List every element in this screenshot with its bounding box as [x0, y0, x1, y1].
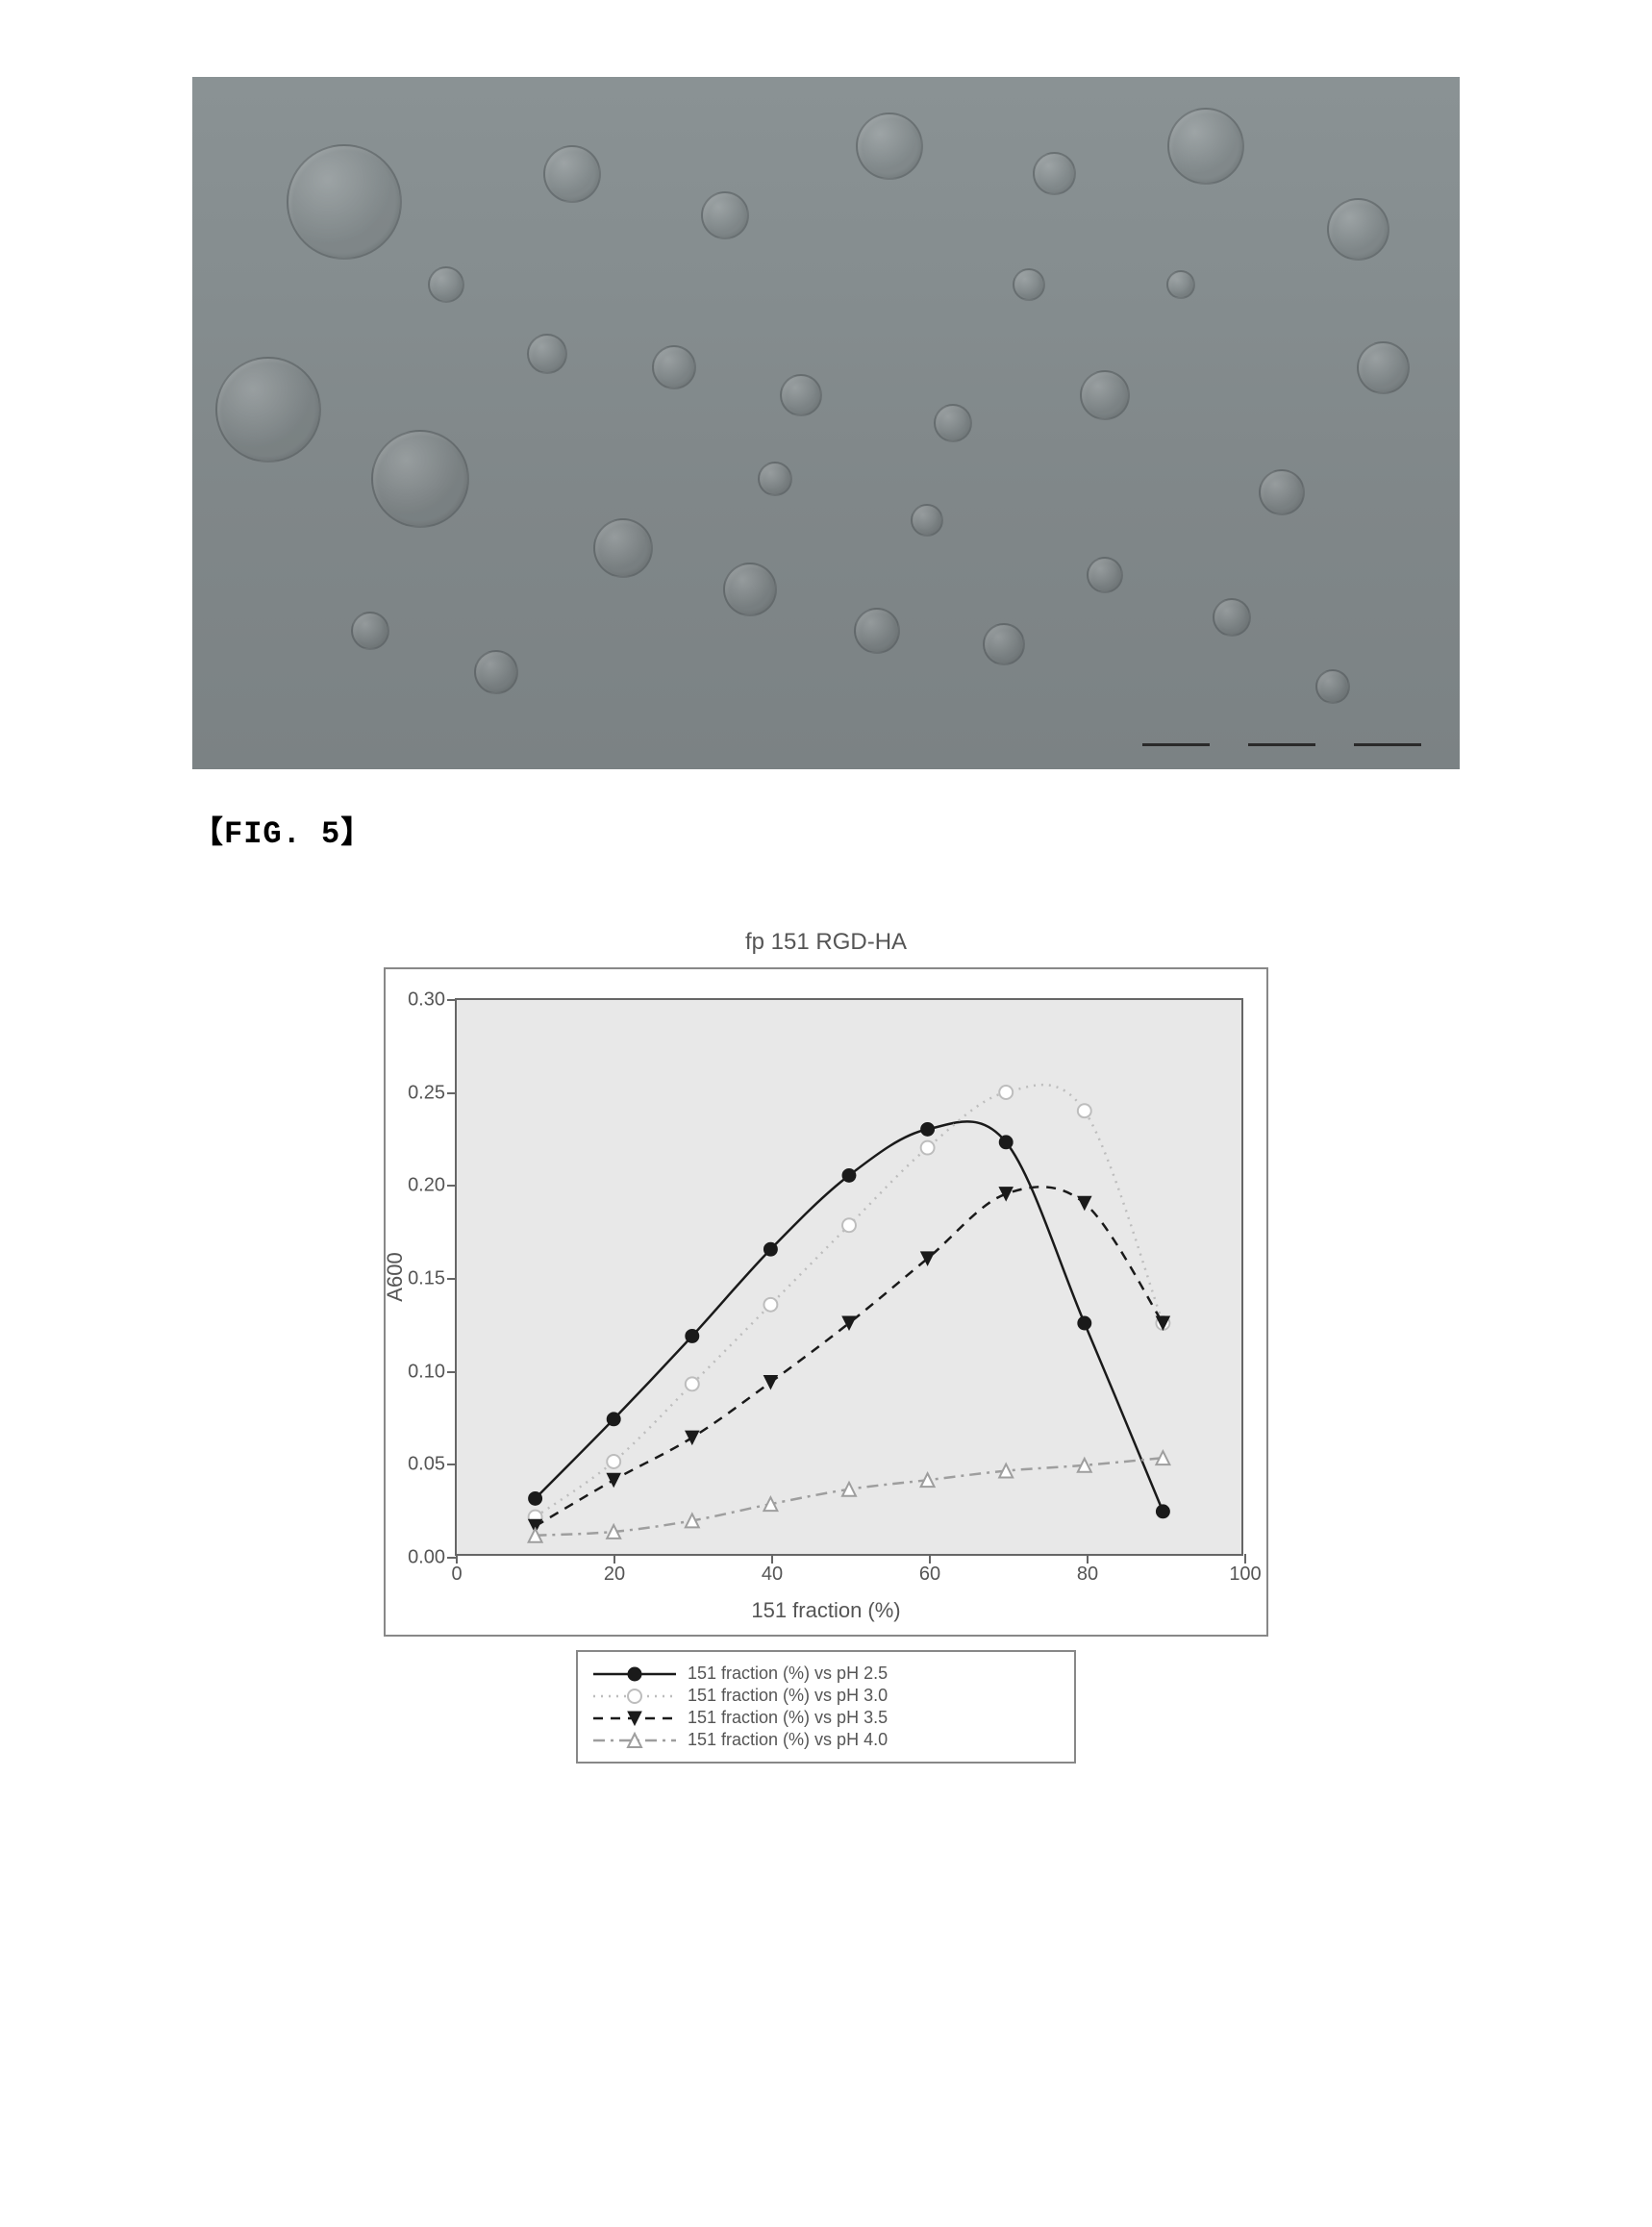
vesicle	[1166, 270, 1195, 299]
vesicle	[780, 374, 822, 416]
series-marker	[1078, 1196, 1091, 1210]
series-marker	[763, 1375, 777, 1389]
y-tick-label: 0.30	[408, 989, 445, 1012]
vesicle	[1033, 152, 1076, 195]
vesicle	[1315, 669, 1350, 704]
series-marker	[686, 1377, 699, 1390]
y-tick-label: 0.20	[408, 1175, 445, 1197]
y-tick-label: 0.05	[408, 1454, 445, 1476]
micrograph-image	[192, 77, 1460, 769]
vesicle	[723, 563, 777, 616]
x-axis-label: 151 fraction (%)	[397, 1598, 1255, 1623]
plot-area: A600 0.000.050.100.150.200.250.300204060…	[455, 998, 1243, 1556]
vesicle	[1087, 557, 1123, 593]
vesicle	[1259, 469, 1305, 515]
y-tick-label: 0.15	[408, 1268, 445, 1290]
series-marker	[999, 1136, 1013, 1149]
legend-row: 151 fraction (%) vs pH 3.5	[591, 1708, 1061, 1728]
figure-label: 【FIG. 5】	[192, 808, 1460, 852]
series-line	[536, 1187, 1164, 1526]
legend-sample	[591, 1664, 678, 1684]
vesicle	[1013, 268, 1045, 301]
vesicle	[934, 404, 972, 442]
vesicle	[856, 113, 923, 180]
series-marker	[999, 1188, 1013, 1201]
plot-svg	[457, 1000, 1241, 1554]
vesicle	[1327, 198, 1389, 261]
series-marker	[763, 1298, 777, 1312]
series-marker	[686, 1431, 699, 1444]
legend-label: 151 fraction (%) vs pH 4.0	[688, 1730, 888, 1750]
vesicle	[371, 430, 469, 528]
vesicle	[215, 357, 321, 463]
series-marker	[607, 1455, 620, 1468]
legend-sample	[591, 1687, 678, 1706]
x-tick-label: 20	[604, 1564, 625, 1586]
vesicle	[854, 608, 900, 654]
legend: 151 fraction (%) vs pH 2.5151 fraction (…	[576, 1650, 1076, 1764]
series-marker	[1078, 1316, 1091, 1330]
vesicle	[911, 504, 943, 537]
vesicle	[593, 518, 653, 578]
vesicle	[543, 145, 601, 203]
vesicle	[351, 612, 389, 650]
vesicle	[701, 191, 749, 239]
series-marker	[842, 1168, 856, 1182]
x-tick-label: 80	[1077, 1564, 1098, 1586]
series-marker	[529, 1491, 542, 1505]
legend-row: 151 fraction (%) vs pH 2.5	[591, 1664, 1061, 1684]
vesicle	[758, 462, 792, 496]
series-marker	[921, 1122, 935, 1136]
legend-row: 151 fraction (%) vs pH 3.0	[591, 1686, 1061, 1706]
series-marker	[607, 1473, 620, 1487]
series-marker	[607, 1413, 620, 1426]
vesicle	[1213, 598, 1251, 637]
x-tick-label: 100	[1229, 1564, 1261, 1586]
series-marker	[1156, 1505, 1169, 1518]
y-tick-label: 0.25	[408, 1082, 445, 1104]
legend-row: 151 fraction (%) vs pH 4.0	[591, 1730, 1061, 1750]
series-marker	[686, 1329, 699, 1342]
x-tick-label: 60	[919, 1564, 940, 1586]
series-marker	[999, 1086, 1013, 1099]
vesicle	[1357, 341, 1410, 394]
legend-sample	[591, 1709, 678, 1728]
legend-label: 151 fraction (%) vs pH 3.0	[688, 1686, 888, 1706]
vesicle	[983, 623, 1025, 665]
series-line	[536, 1085, 1164, 1516]
vesicle	[474, 650, 518, 694]
series-marker	[763, 1242, 777, 1256]
chart-container: fp 151 RGD-HA A600 0.000.050.100.150.200…	[384, 929, 1268, 1764]
plot-frame: A600 0.000.050.100.150.200.250.300204060…	[384, 967, 1268, 1637]
vesicle	[287, 144, 402, 260]
vesicle	[527, 334, 567, 374]
vesicle	[1167, 108, 1244, 185]
vesicle	[428, 266, 464, 303]
legend-sample	[591, 1731, 678, 1750]
chart-title: fp 151 RGD-HA	[384, 929, 1268, 956]
legend-label: 151 fraction (%) vs pH 3.5	[688, 1708, 888, 1728]
series-marker	[1078, 1104, 1091, 1117]
x-tick-label: 40	[762, 1564, 783, 1586]
y-axis-label: A600	[383, 1252, 408, 1301]
series-marker	[921, 1141, 935, 1155]
legend-label: 151 fraction (%) vs pH 2.5	[688, 1664, 888, 1684]
vesicle	[1080, 370, 1130, 420]
x-tick-label: 0	[451, 1564, 462, 1586]
scale-bar	[1142, 743, 1421, 746]
vesicle	[652, 345, 696, 389]
y-tick-label: 0.10	[408, 1361, 445, 1383]
plot-inner: 0.000.050.100.150.200.250.30020406080100	[455, 998, 1243, 1556]
y-tick-label: 0.00	[408, 1547, 445, 1569]
series-marker	[842, 1218, 856, 1232]
